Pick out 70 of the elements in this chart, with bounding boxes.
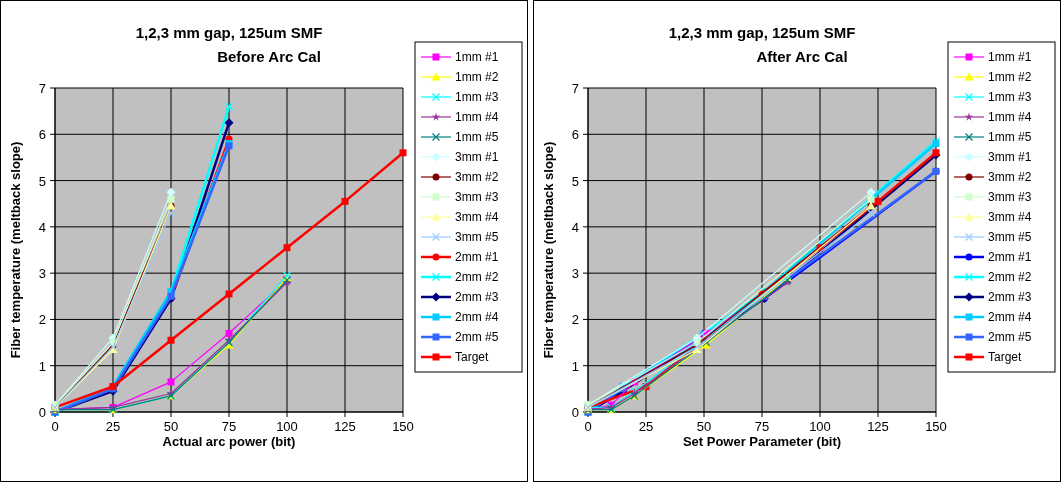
legend-label: 1mm #1 xyxy=(988,50,1032,64)
legend-label: 2mm #4 xyxy=(455,310,499,324)
x-axis-title: Actual arc power (bit) xyxy=(162,434,296,449)
legend-label: 2mm #4 xyxy=(988,310,1032,324)
x-tick-label: 125 xyxy=(867,419,889,434)
y-tick-label: 4 xyxy=(571,219,579,235)
x-axis-title: Set Power Parameter (bit) xyxy=(682,434,842,449)
chart-title: 1,2,3 mm gap, 125um SMF xyxy=(135,24,323,41)
y-axis-title: Fiber temperature (meltback slope) xyxy=(541,141,556,359)
legend-label: 1mm #5 xyxy=(455,130,499,144)
x-tick-label: 75 xyxy=(754,419,770,434)
legend-label: 2mm #5 xyxy=(455,330,499,344)
legend-label: 3mm #5 xyxy=(988,230,1032,244)
y-tick-label: 7 xyxy=(38,81,46,96)
y-tick-label: 1 xyxy=(38,358,46,374)
y-tick-label: 0 xyxy=(38,405,46,420)
y-tick-label: 5 xyxy=(571,173,579,189)
legend-label: 3mm #1 xyxy=(455,150,499,164)
x-tick-label: 0 xyxy=(51,419,59,434)
legend-label: 2mm #2 xyxy=(455,270,499,284)
legend-label: 2mm #5 xyxy=(988,330,1032,344)
chart-subtitle: After Arc Cal xyxy=(756,48,848,65)
legend-label: 1mm #4 xyxy=(988,110,1032,124)
legend-label: Target xyxy=(455,350,490,364)
legend-label: 1mm #5 xyxy=(988,130,1032,144)
x-tick-label: 100 xyxy=(276,419,298,434)
y-tick-label: 7 xyxy=(571,81,579,96)
legend-label: 3mm #3 xyxy=(455,190,499,204)
legend-label: 1mm #2 xyxy=(988,70,1032,84)
y-tick-label: 6 xyxy=(571,127,579,143)
legend-label: 1mm #1 xyxy=(455,50,499,64)
y-tick-label: 6 xyxy=(38,127,46,143)
chart-subtitle: Before Arc Cal xyxy=(217,48,321,65)
y-tick-label: 2 xyxy=(571,312,579,328)
legend-label: 3mm #4 xyxy=(988,210,1032,224)
y-tick-label: 5 xyxy=(38,173,46,189)
legend-label: 2mm #1 xyxy=(455,250,499,264)
y-tick-label: 3 xyxy=(571,266,579,282)
legend-label: 3mm #5 xyxy=(455,230,499,244)
legend-label: 3mm #2 xyxy=(455,170,499,184)
x-tick-label: 50 xyxy=(163,419,179,434)
legend-label: 3mm #4 xyxy=(455,210,499,224)
legend-label: 1mm #3 xyxy=(988,90,1032,104)
y-axis-title: Fiber temperature (meltback slope) xyxy=(8,141,23,359)
legend-label: 2mm #3 xyxy=(455,290,499,304)
x-tick-label: 100 xyxy=(809,419,831,434)
x-tick-label: 125 xyxy=(334,419,356,434)
y-tick-label: 4 xyxy=(38,219,46,235)
legend-label: 1mm #4 xyxy=(455,110,499,124)
x-tick-label: 150 xyxy=(925,419,947,434)
chart-title: 1,2,3 mm gap, 125um SMF xyxy=(668,24,856,41)
x-tick-label: 25 xyxy=(105,419,121,434)
x-tick-label: 0 xyxy=(584,419,592,434)
legend-label: 1mm #3 xyxy=(455,90,499,104)
legend-label: 2mm #1 xyxy=(988,250,1032,264)
legend-label: 3mm #3 xyxy=(988,190,1032,204)
y-tick-label: 3 xyxy=(38,266,46,282)
x-tick-label: 50 xyxy=(696,419,712,434)
y-tick-label: 0 xyxy=(571,405,579,420)
legend-label: 2mm #2 xyxy=(988,270,1032,284)
legend-label: 3mm #1 xyxy=(988,150,1032,164)
x-tick-label: 75 xyxy=(221,419,237,434)
legend-label: 1mm #2 xyxy=(455,70,499,84)
x-tick-label: 150 xyxy=(392,419,414,434)
y-tick-label: 1 xyxy=(571,358,579,374)
y-tick-label: 2 xyxy=(38,312,46,328)
legend-label: Target xyxy=(988,350,1023,364)
legend-label: 2mm #3 xyxy=(988,290,1032,304)
legend-label: 3mm #2 xyxy=(988,170,1032,184)
x-tick-label: 25 xyxy=(638,419,654,434)
